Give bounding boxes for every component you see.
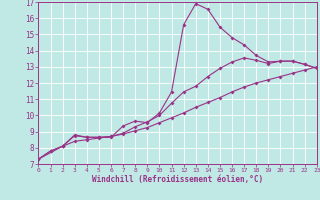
X-axis label: Windchill (Refroidissement éolien,°C): Windchill (Refroidissement éolien,°C): [92, 175, 263, 184]
